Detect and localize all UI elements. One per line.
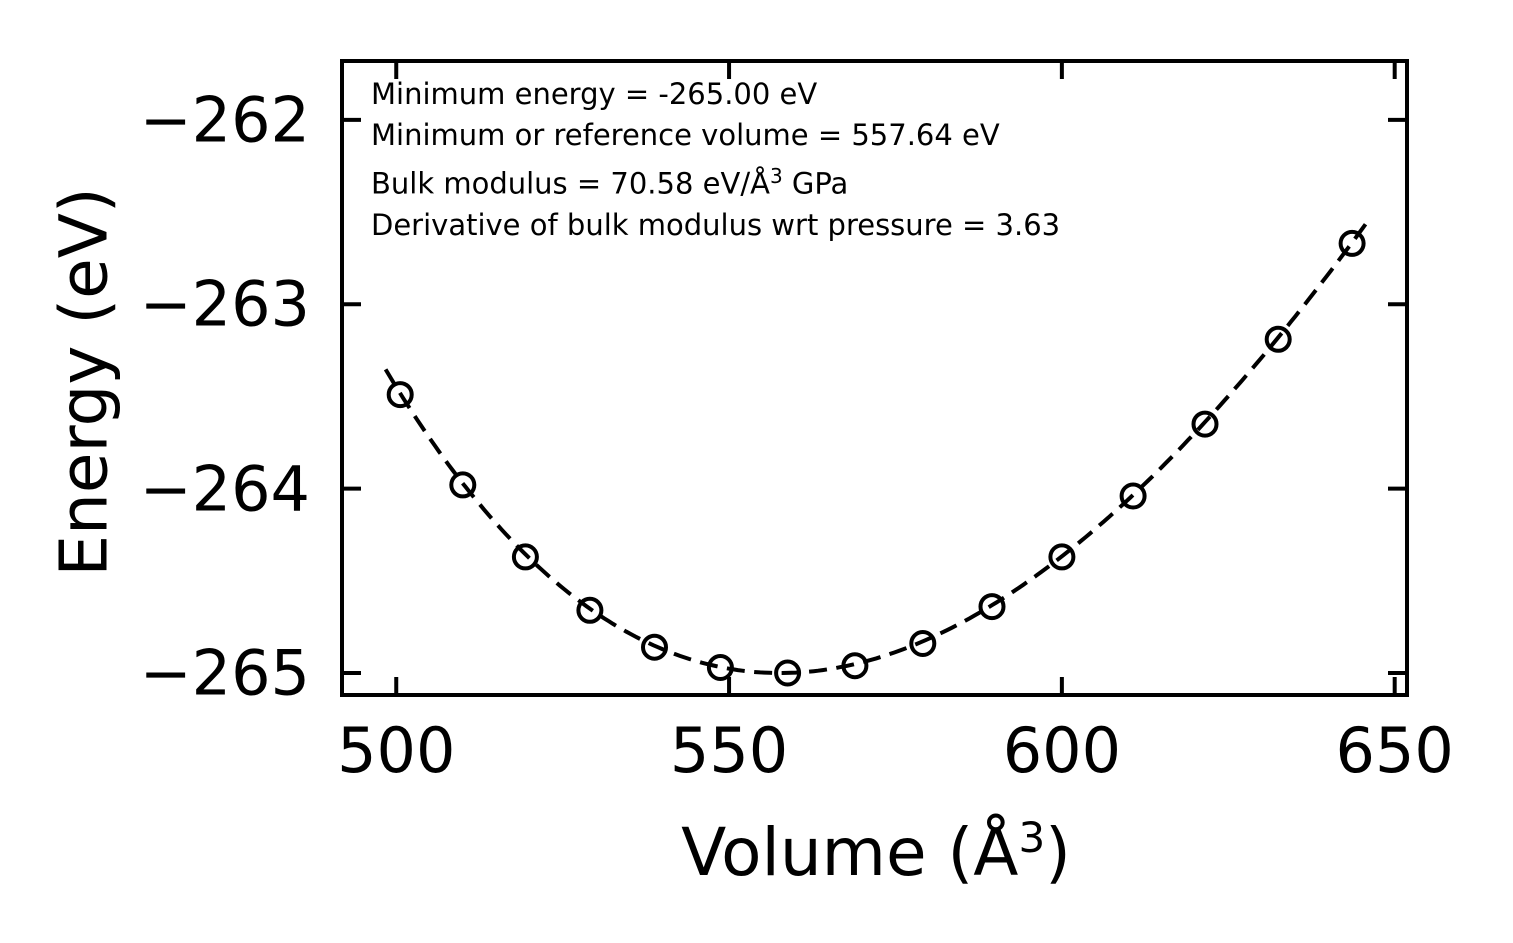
data-point-marker — [576, 596, 604, 624]
annotation-bulk-modulus-sup: 3 — [769, 164, 783, 188]
fit-results-annotation: Minimum energy = -265.00 eV Minimum or r… — [371, 74, 1060, 246]
x-tick-label: 600 — [1002, 714, 1122, 787]
annotation-minimum-energy: Minimum energy = -265.00 eV — [371, 77, 818, 111]
y-tick-label: −262 — [139, 83, 310, 157]
y-tick-label: −265 — [139, 636, 310, 710]
axes-spines — [340, 59, 1409, 697]
data-point-marker — [641, 633, 668, 661]
annotation-minimum-volume: Minimum or reference volume = 557.64 eV — [371, 118, 1000, 152]
data-point-marker — [449, 471, 477, 499]
data-point-marker — [841, 652, 869, 680]
x-tick-label: 650 — [1335, 714, 1454, 787]
data-point-marker — [1048, 543, 1076, 571]
x-axis-label-close: ) — [1045, 814, 1071, 891]
x-axis-label: Volume (Å3) — [681, 813, 1071, 891]
y-axis-label: Energy (eV) — [45, 187, 123, 577]
data-point-marker — [774, 659, 802, 687]
data-point-marker — [511, 543, 539, 571]
data-point-marker — [386, 381, 414, 409]
x-axis-label-base: Volume (Å — [681, 814, 1019, 891]
x-axis-label-sup: 3 — [1018, 813, 1046, 862]
x-tick-label: 550 — [669, 714, 789, 787]
data-point-marker — [1264, 325, 1292, 353]
x-tick-label: 500 — [337, 714, 456, 787]
data-point-marker — [909, 630, 937, 657]
annotation-bulk-modulus-suffix: GPa — [782, 166, 849, 201]
annotation-bulk-modulus-derivative: Derivative of bulk modulus wrt pressure … — [371, 207, 1061, 242]
y-tick-label: −264 — [139, 452, 310, 526]
data-point-marker — [1191, 410, 1219, 438]
data-point-marker — [1119, 482, 1147, 510]
annotation-bulk-modulus: Bulk modulus = 70.58 eV/Å3 GPa — [371, 156, 1060, 205]
data-point-marker — [706, 654, 734, 681]
annotation-bulk-modulus-base: Bulk modulus = 70.58 eV/Å — [371, 166, 770, 201]
data-point-marker — [978, 593, 1006, 621]
data-point-marker — [1338, 229, 1366, 257]
y-tick-label: −263 — [139, 267, 310, 341]
eos-fit-curve — [383, 221, 1369, 675]
